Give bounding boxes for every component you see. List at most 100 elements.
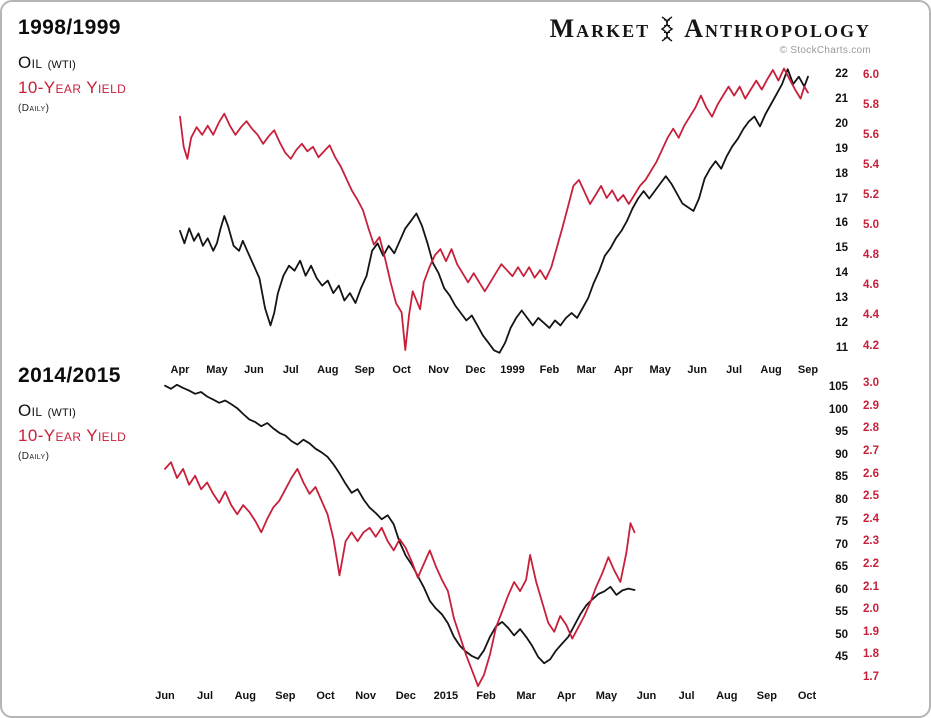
x-tick-label: Aug <box>234 690 256 702</box>
x-tick-label: Sep <box>275 690 296 702</box>
period-title: 2014/2015 <box>18 364 121 387</box>
yield-axis-tick: 2.1 <box>863 580 879 593</box>
yield-series-label: 10-Year Yield <box>18 78 127 97</box>
yield-axis-tick: 5.6 <box>863 128 879 141</box>
x-tick-label: Dec <box>465 364 486 376</box>
dna-icon <box>659 16 675 42</box>
oil-axis-tick: 85 <box>835 471 848 483</box>
oil-axis-tick: 14 <box>835 267 848 280</box>
yield-axis-tick: 2.5 <box>863 490 879 503</box>
yield-axis-tick: 2.9 <box>863 399 879 412</box>
yield-axis-tick: 5.8 <box>863 98 879 111</box>
yield-axis-tick: 2.2 <box>863 558 879 570</box>
x-tick-label: Oct <box>316 690 335 702</box>
yield-axis-tick: 4.2 <box>863 339 879 352</box>
oil-label: Oil <box>18 401 43 420</box>
x-tick-label: Jun <box>636 690 657 702</box>
yield-series-line <box>164 461 636 687</box>
oil-axis-tick: 45 <box>835 651 848 663</box>
oil-axis-tick: 105 <box>828 381 848 393</box>
oil-series-line <box>164 383 636 665</box>
x-tick-label: Nov <box>355 690 376 702</box>
x-tick-label: Sep <box>756 690 777 702</box>
oil-axis-tick: 12 <box>835 316 848 329</box>
x-tick-label: Sep <box>354 364 375 376</box>
oil-unit-label: (WTI) <box>47 407 77 419</box>
oil-axis-tick: 20 <box>835 117 848 130</box>
oil-axis-tick: 17 <box>835 192 848 205</box>
oil-axis-tick: 13 <box>835 292 848 304</box>
oil-axis-tick: 15 <box>835 242 848 255</box>
yield-axis-tick: 3.0 <box>863 377 879 389</box>
yield-axis-tick: 2.4 <box>863 512 879 525</box>
yield-axis-tick: 6.0 <box>863 68 879 81</box>
yield-series-label: 10-Year Yield <box>18 426 127 445</box>
x-tick-label: Jul <box>678 690 695 702</box>
x-tick-label: Oct <box>797 690 817 702</box>
x-tick-label: May <box>595 690 618 702</box>
x-tick-label: Mar <box>516 690 536 702</box>
yield-axis-tick: 4.6 <box>863 279 879 292</box>
x-tick-label: Aug <box>317 364 339 376</box>
x-tick-label: Jun <box>244 364 264 376</box>
x-tick-label: Nov <box>428 364 449 376</box>
brand-word-market: Market <box>549 14 651 43</box>
frequency-label: (Daily) <box>18 103 50 114</box>
brand-word-anthropology: Anthropology <box>684 14 871 43</box>
x-tick-label: Mar <box>576 364 597 376</box>
yield-axis-tick: 2.8 <box>863 422 879 435</box>
x-tick-label: Aug <box>760 364 782 376</box>
x-tick-label: Jul <box>726 364 743 376</box>
oil-axis-tick: 22 <box>835 68 848 81</box>
x-tick-label: Sep <box>797 364 819 376</box>
x-tick-label: Feb <box>476 690 496 702</box>
oil-axis-tick: 80 <box>835 493 848 506</box>
period-title: 1998/1999 <box>18 16 121 39</box>
oil-axis-tick: 50 <box>835 628 848 641</box>
x-tick-label: May <box>649 364 671 376</box>
yield-axis-tick: 5.2 <box>863 189 879 201</box>
oil-label: Oil <box>18 53 43 72</box>
oil-series-label: Oil (WTI) <box>18 401 126 421</box>
yield-axis-tick: 1.8 <box>863 648 879 661</box>
yield-axis-tick: 4.4 <box>863 309 879 322</box>
oil-axis-tick: 11 <box>835 341 848 354</box>
yield-axis-tick: 2.3 <box>863 535 879 548</box>
oil-axis-tick: 19 <box>835 142 848 155</box>
yield-series-line <box>179 67 809 351</box>
oil-axis-tick: 95 <box>835 426 848 438</box>
oil-axis-tick: 75 <box>835 516 848 528</box>
frequency-label: (Daily) <box>18 451 50 462</box>
oil-axis-tick: 90 <box>835 448 848 461</box>
x-tick-label: Jul <box>282 364 299 376</box>
x-tick-label: Dec <box>395 690 416 702</box>
brand-title: Market Anthropology <box>550 14 871 44</box>
yield-axis-tick: 2.7 <box>863 444 879 457</box>
oil-axis-tick: 60 <box>835 583 848 596</box>
x-tick-label: May <box>206 364 228 376</box>
x-tick-label: Jul <box>197 690 214 702</box>
yield-axis-tick: 5.0 <box>863 219 879 232</box>
x-tick-label: 2015 <box>433 690 459 702</box>
x-tick-label: Apr <box>556 690 576 702</box>
panel-1998-title-block: 1998/1999 Oil (WTI) 10-Year Yield (Daily… <box>18 16 126 114</box>
header: Market Anthropology © StockCharts.com <box>550 14 871 56</box>
yield-axis-tick: 2.0 <box>863 603 879 616</box>
x-tick-label: Apr <box>170 364 190 376</box>
x-tick-label: Oct <box>392 364 411 376</box>
oil-series-label: Oil (WTI) <box>18 53 126 73</box>
oil-axis-tick: 55 <box>835 606 848 618</box>
x-tick-label: Apr <box>613 364 633 376</box>
yield-axis-tick: 5.4 <box>863 158 879 171</box>
yield-axis-tick: 1.7 <box>863 671 879 684</box>
yield-axis-tick: 1.9 <box>863 625 879 638</box>
x-tick-label: 1999 <box>500 364 525 376</box>
stockcharts-credit: © StockCharts.com <box>779 45 871 56</box>
oil-axis-tick: 65 <box>835 561 848 573</box>
x-tick-label: Aug <box>716 690 738 702</box>
yield-axis-tick: 4.8 <box>863 249 879 262</box>
oil-axis-tick: 100 <box>828 403 848 416</box>
x-tick-label: Jun <box>687 364 707 376</box>
